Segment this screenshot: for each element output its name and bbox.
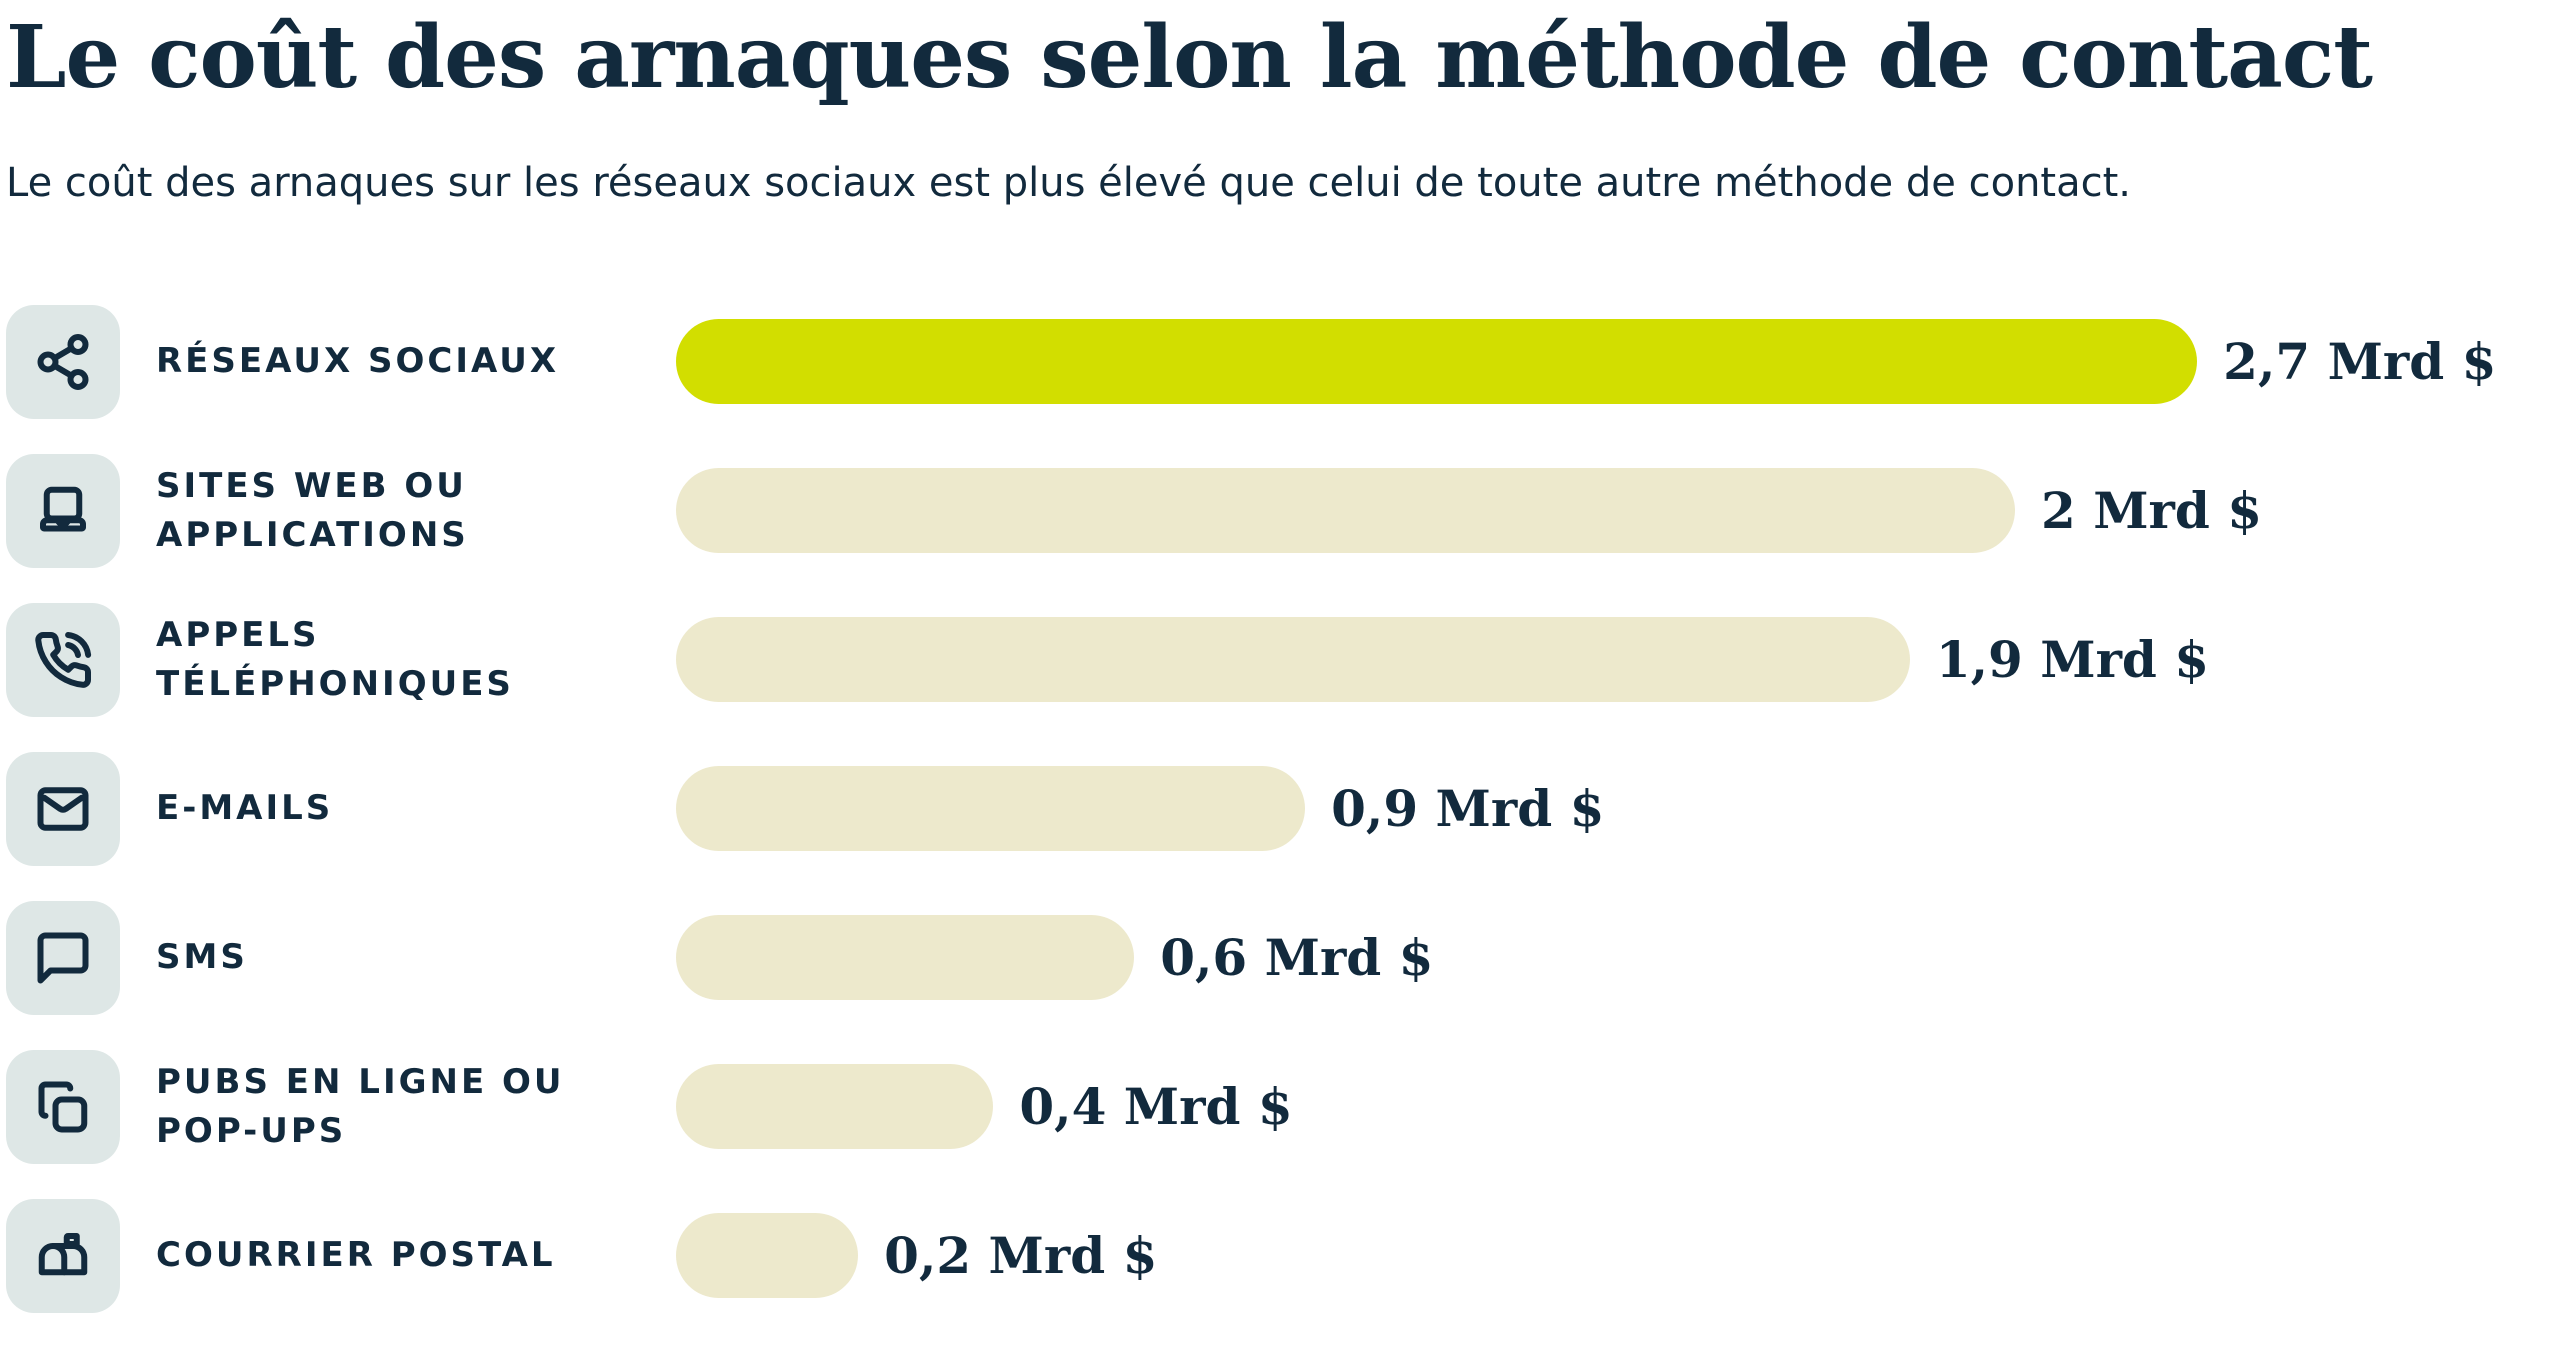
chart-row: COURRIER POSTAL 0,2 Mrd $ [6, 1198, 2554, 1313]
icon-tile [6, 304, 120, 419]
category-label-line: E-MAILS [156, 788, 334, 829]
bar-track: 0,9 Mrd $ [676, 752, 2554, 866]
phone-call-icon [35, 631, 92, 688]
category-label-line: SMS [156, 937, 248, 978]
icon-tile [6, 1049, 120, 1164]
bar-track: 1,9 Mrd $ [676, 603, 2554, 717]
chart-row: RÉSEAUX SOCIAUX 2,7 Mrd $ [6, 304, 2554, 419]
value-label: 2,7 Mrd $ [2223, 332, 2497, 392]
category-label: APPELS TÉLÉPHONIQUES [156, 611, 676, 710]
value-label: 1,9 Mrd $ [1935, 630, 2210, 690]
page-title: Le coût des arnaques selon la méthode de… [6, 7, 2373, 108]
copy-icon [38, 1081, 88, 1133]
value-label: 0,2 Mrd $ [884, 1226, 1158, 1286]
value-label: 2 Mrd $ [2041, 481, 2263, 541]
mail-icon [37, 787, 89, 831]
bar [676, 766, 1306, 852]
bar-highlighted [676, 319, 2198, 405]
bar [676, 617, 1910, 703]
category-label-line: SITES WEB OU [156, 465, 467, 506]
share-icon [37, 333, 89, 390]
category-label-line: COURRIER POSTAL [156, 1235, 556, 1276]
category-label: SITES WEB OU APPLICATIONS [156, 462, 676, 561]
category-label-line: APPLICATIONS [156, 514, 469, 555]
icon-tile [6, 900, 120, 1015]
category-label-line: RÉSEAUX SOCIAUX [156, 341, 560, 382]
category-label: COURRIER POSTAL [156, 1231, 676, 1280]
page-subtitle: Le coût des arnaques sur les réseaux soc… [6, 159, 2131, 206]
bar [676, 915, 1135, 1001]
category-label: E-MAILS [156, 784, 676, 833]
chart-row: SMS 0,6 Mrd $ [6, 900, 2554, 1015]
value-label: 0,6 Mrd $ [1160, 928, 1434, 988]
bar-track: 0,6 Mrd $ [676, 901, 2554, 1015]
chart-row: E-MAILS 0,9 Mrd $ [6, 751, 2554, 866]
category-label: RÉSEAUX SOCIAUX [156, 337, 676, 386]
bar-chart: RÉSEAUX SOCIAUX 2,7 Mrd $ SITES WEB OU APPL… [6, 304, 2554, 1313]
value-label: 0,9 Mrd $ [1331, 779, 1605, 839]
bar [676, 468, 2015, 554]
chart-row: SITES WEB OU APPLICATIONS 2 Mrd $ [6, 453, 2554, 568]
laptop-icon [40, 486, 86, 532]
message-square-icon [37, 932, 89, 984]
bar-track: 2,7 Mrd $ [676, 305, 2554, 419]
category-label-line: APPELS [156, 614, 320, 655]
bar [676, 1064, 994, 1150]
bar-track: 2 Mrd $ [676, 454, 2554, 568]
value-label: 0,4 Mrd $ [1019, 1077, 1293, 1137]
chart-row: APPELS TÉLÉPHONIQUES 1,9 Mrd $ [6, 602, 2554, 717]
icon-tile [6, 453, 120, 568]
bar-track: 0,4 Mrd $ [676, 1050, 2554, 1164]
category-label-line: TÉLÉPHONIQUES [156, 663, 514, 704]
chart-row: PUBS EN LIGNE OU POP-UPS 0,4 Mrd $ [6, 1049, 2554, 1164]
category-label: PUBS EN LIGNE OU POP-UPS [156, 1058, 676, 1157]
bar-track: 0,2 Mrd $ [676, 1199, 2554, 1313]
bar [676, 1213, 859, 1299]
category-label-line: POP-UPS [156, 1110, 347, 1151]
category-label-line: PUBS EN LIGNE OU [156, 1061, 565, 1102]
icon-tile [6, 1198, 120, 1313]
icon-tile [6, 751, 120, 866]
mailbox-icon [38, 1232, 88, 1276]
icon-tile [6, 602, 120, 717]
category-label: SMS [156, 933, 676, 982]
